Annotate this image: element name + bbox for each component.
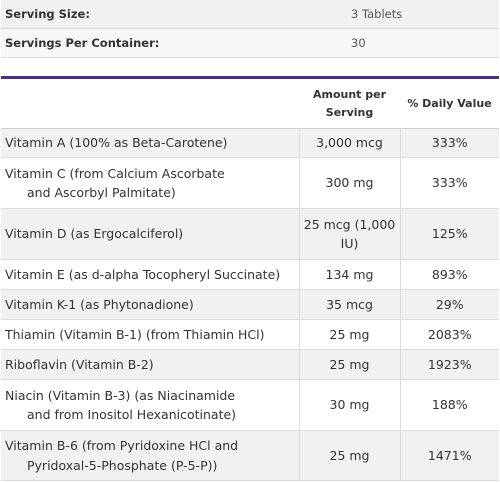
table-row: Vitamin E (as d-alpha Tocopheryl Succina… — [1, 259, 499, 290]
nutrient-daily-value: 1471% — [399, 430, 499, 481]
nutrient-amount: 25 mg — [298, 319, 400, 350]
table-row: Niacin (Vitamin B-3) (as Niacinamide and… — [1, 379, 499, 431]
section-divider-bar — [1, 76, 499, 79]
header-nutrient — [1, 79, 299, 129]
nutrient-daily-value: 125% — [399, 208, 499, 260]
table-row: Riboflavin (Vitamin B-2) 25 mg 1923% — [1, 349, 499, 380]
nutrient-daily-value: 1923% — [399, 349, 499, 380]
nutrient-name: Vitamin D (as Ergocalciferol) — [5, 226, 184, 242]
nutrient-amount: 25 mg — [298, 349, 400, 380]
nutrient-name-continued: and from Inositol Hexanicotinate) — [27, 407, 237, 422]
table-row: Thiamin (Vitamin B-1) (from Thiamin HCl)… — [1, 319, 499, 350]
table-row: Vitamin K-1 (as Phytonadione) 35 mcg 29% — [1, 289, 499, 320]
nutrient-name: Thiamin (Vitamin B-1) (from Thiamin HCl) — [5, 326, 265, 342]
nutrient-amount: 25 mg — [298, 430, 400, 481]
nutrient-daily-value: 2083% — [399, 319, 499, 350]
header-amount-per-serving: Amount per Serving — [299, 79, 400, 129]
nutrient-name: Vitamin E (as d-alpha Tocopheryl Succina… — [5, 266, 281, 282]
serving-size-row: Serving Size: 3 Tablets — [1, 0, 499, 29]
table-row: Vitamin B-6 (from Pyridoxine HCl and Pyr… — [1, 430, 499, 481]
nutrient-name: Niacin (Vitamin B-3) (as Niacinamide — [5, 387, 236, 403]
nutrient-daily-value: 893% — [399, 259, 499, 290]
table-row: Vitamin A (100% as Beta-Carotene) 3,000 … — [1, 128, 499, 158]
serving-size-label: Serving Size: — [1, 0, 347, 29]
nutrient-daily-value: 333% — [399, 157, 499, 209]
nutrient-daily-value: 188% — [399, 379, 499, 431]
nutrient-amount: 134 mg — [298, 259, 400, 290]
nutrient-name: Vitamin K-1 (as Phytonadione) — [5, 296, 194, 312]
table-row: Vitamin C (from Calcium Ascorbate and As… — [1, 157, 499, 209]
nutrient-name: Vitamin C (from Calcium Ascorbate — [5, 165, 225, 181]
servings-per-container-label: Servings Per Container: — [1, 28, 347, 58]
serving-info-table: Serving Size: 3 Tablets Servings Per Con… — [1, 0, 499, 58]
table-row: Vitamin D (as Ergocalciferol) 25 mcg (1,… — [1, 208, 499, 260]
nutrient-name-continued: and Ascorbyl Palmitate) — [27, 185, 176, 200]
nutrient-amount: 30 mg — [298, 379, 400, 431]
nutrient-name: Vitamin A (100% as Beta-Carotene) — [5, 135, 228, 151]
section-spacer — [1, 58, 499, 76]
header-daily-value: % Daily Value — [400, 79, 499, 129]
nutrient-name-continued: Pyridoxal-5-Phosphate (P-5-P)) — [27, 457, 218, 473]
nutrient-name: Vitamin B-6 (from Pyridoxine HCl and — [5, 438, 239, 454]
serving-size-value: 3 Tablets — [347, 0, 499, 29]
nutrient-amount: 35 mcg — [298, 289, 400, 320]
nutrient-amount: 3,000 mcg — [298, 128, 400, 158]
servings-per-container-row: Servings Per Container: 30 — [1, 28, 499, 58]
nutrient-name: Riboflavin (Vitamin B-2) — [5, 356, 154, 372]
nutrient-table: Amount per Serving % Daily Value Vitamin… — [1, 79, 499, 481]
nutrient-amount: 300 mg — [298, 157, 400, 209]
servings-per-container-value: 30 — [347, 28, 499, 58]
nutrient-daily-value: 29% — [399, 289, 499, 320]
nutrient-table-header: Amount per Serving % Daily Value — [1, 79, 499, 129]
nutrient-daily-value: 333% — [399, 128, 499, 158]
nutrient-amount: 25 mcg (1,000 IU) — [298, 208, 400, 260]
